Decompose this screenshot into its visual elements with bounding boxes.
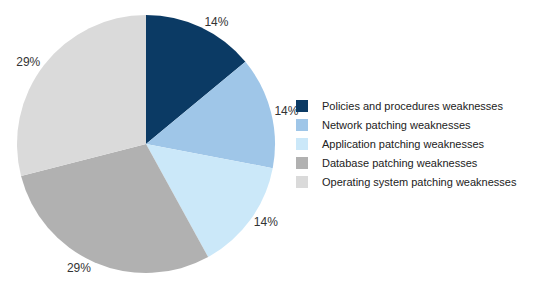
svg-text:Network patching weaknesses: Network patching weaknesses [322,119,471,131]
svg-text:29%: 29% [16,55,40,69]
svg-text:14%: 14% [274,104,298,118]
svg-text:14%: 14% [204,15,228,29]
svg-text:Policies and procedures weakne: Policies and procedures weaknesses [322,100,503,112]
svg-text:Application patching weaknesse: Application patching weaknesses [322,138,485,150]
svg-text:Operating system patching weak: Operating system patching weaknesses [322,176,517,188]
svg-text:Database patching weaknesses: Database patching weaknesses [322,157,478,169]
svg-text:29%: 29% [67,261,91,275]
svg-text:14%: 14% [254,215,278,229]
